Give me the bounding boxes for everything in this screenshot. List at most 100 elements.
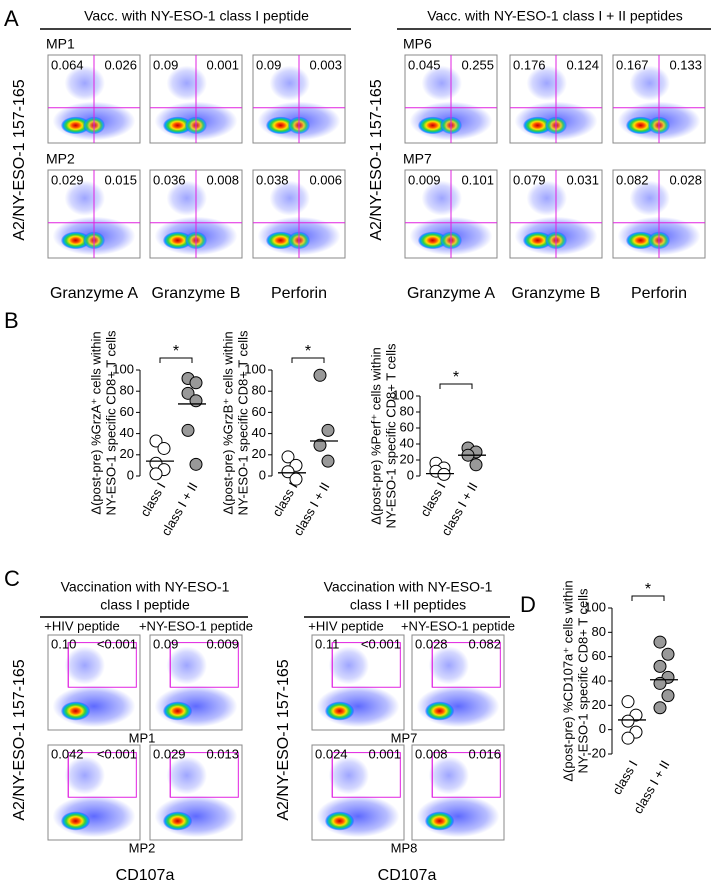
data-point — [661, 689, 675, 703]
panel-letter: B — [4, 308, 19, 333]
flow-plot — [411, 744, 505, 841]
y-axis-label: A2/NY-ESO-1 157-165 — [11, 79, 28, 240]
quadrant-value: 0.101 — [461, 172, 494, 187]
event-density — [625, 116, 656, 135]
quadrant-value: <0.001 — [361, 636, 401, 651]
event-density — [522, 231, 553, 250]
y-axis-label: A2/NY-ESO-1 157-165 — [368, 79, 385, 240]
quadrant-value: 0.015 — [104, 172, 137, 187]
data-point — [281, 465, 295, 479]
data-point — [157, 441, 171, 455]
y-tick-label: 80 — [120, 383, 134, 398]
quadrant-value: 0.029 — [153, 746, 186, 761]
event-cloud — [64, 65, 106, 101]
data-point — [181, 386, 195, 400]
quadrant-value: 0.038 — [256, 172, 289, 187]
quadrant-value: 0.176 — [513, 57, 546, 72]
flow-plot — [612, 169, 706, 259]
y-axis-label: Δ(post-pre) %CD107a⁺ cells within — [560, 580, 575, 781]
event-cloud — [166, 65, 208, 101]
y-tick-label: 20 — [120, 446, 134, 461]
event-cloud — [269, 180, 311, 216]
significance-bracket — [291, 357, 325, 363]
event-density — [60, 231, 91, 250]
y-tick-label: 60 — [120, 404, 134, 419]
event-density — [162, 116, 193, 135]
y-tick-label: 80 — [400, 403, 414, 418]
data-point — [281, 450, 295, 464]
data-point — [653, 659, 667, 673]
y-axis-label: Δ(post-pre) %GrzA⁺ cells within — [88, 331, 103, 514]
event-cloud — [166, 180, 208, 216]
group-title: class I peptide — [100, 597, 190, 613]
x-axis-label: Perforin — [271, 285, 327, 302]
flow-plot — [509, 54, 603, 144]
y-tick-label: 40 — [252, 425, 266, 440]
data-point — [189, 457, 203, 471]
y-tick-label: 0 — [407, 467, 414, 482]
flow-plot — [149, 634, 243, 731]
event-density — [265, 231, 296, 250]
quadrant-value: 0.09 — [256, 57, 281, 72]
patient-label: MP7 — [391, 730, 418, 745]
flow-plot — [612, 54, 706, 144]
quadrant-value: 0.009 — [408, 172, 441, 187]
significance-label: * — [305, 343, 311, 360]
event-cloud — [428, 756, 470, 795]
y-tick-label: 100 — [392, 387, 414, 402]
quadrant-value: 0.029 — [51, 172, 84, 187]
event-cloud — [166, 646, 208, 685]
y-tick-label: 60 — [592, 648, 606, 663]
category-label: class I — [417, 480, 448, 519]
group-title: Vaccination with NY-ESO-1 — [61, 579, 230, 595]
quadrant-value: 0.09 — [153, 636, 178, 651]
event-cloud — [64, 756, 106, 795]
y-tick-label: 80 — [252, 383, 266, 398]
quadrant-value: 0.008 — [206, 172, 239, 187]
quadrant-value: 0.042 — [51, 746, 84, 761]
condition-label: +HIV peptide — [44, 618, 120, 633]
patient-label: MP2 — [129, 840, 156, 855]
quadrant-value: 0.003 — [309, 57, 342, 72]
gate-box — [169, 752, 239, 798]
y-tick-label: 20 — [592, 697, 606, 712]
patient-label: MP8 — [391, 840, 418, 855]
significance-bracket — [631, 595, 665, 601]
patient-label: MP2 — [46, 151, 75, 167]
quadrant-value: 0.079 — [513, 172, 546, 187]
flow-plot — [509, 169, 603, 259]
quadrant-value: 0.001 — [368, 746, 401, 761]
data-point — [653, 701, 667, 715]
y-tick-label: -20 — [587, 745, 606, 760]
y-axis-label: Δ(post-pre) %Perf⁺ cells within — [368, 347, 383, 524]
quadrant-value: <0.001 — [97, 636, 137, 651]
y-axis-label: A2/NY-ESO-1 157-165 — [11, 659, 28, 820]
data-point — [313, 438, 327, 452]
quadrant-value: 0.082 — [616, 172, 649, 187]
y-tick-label: 80 — [592, 624, 606, 639]
significance-label: * — [453, 369, 459, 386]
gate-box — [331, 642, 401, 688]
y-axis-label: NY-ESO-1 specific CD8+ T cells — [103, 330, 118, 516]
y-tick-label: 0 — [127, 467, 134, 482]
flow-plot — [311, 744, 405, 841]
y-tick-label: 40 — [120, 425, 134, 440]
y-tick-label: 0 — [259, 467, 266, 482]
group-title: Vacc. with NY-ESO-1 class I peptide — [84, 8, 309, 24]
y-tick-label: 20 — [252, 446, 266, 461]
event-cloud — [64, 646, 106, 685]
panel-letter: D — [520, 592, 536, 617]
quadrant-value: 0.028 — [669, 172, 702, 187]
y-tick-label: 0 — [599, 721, 606, 736]
event-cloud — [421, 65, 463, 101]
flow-plot — [252, 54, 346, 144]
event-cloud — [629, 180, 671, 216]
x-axis-label: Granzyme A — [407, 285, 495, 302]
significance-bracket — [159, 357, 193, 363]
event-density — [162, 231, 193, 250]
quadrant-value: 0.016 — [468, 746, 501, 761]
event-cloud — [328, 646, 370, 685]
significance-label: * — [645, 581, 651, 598]
event-density — [324, 701, 355, 721]
gate-box — [67, 752, 137, 798]
